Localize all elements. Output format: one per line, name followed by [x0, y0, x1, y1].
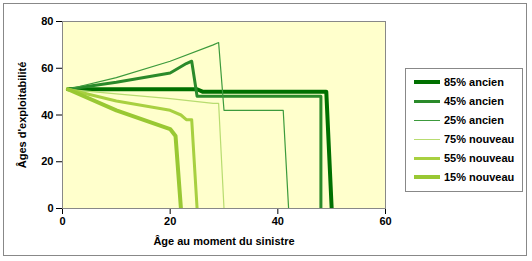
svg-text:80: 80 [41, 15, 53, 27]
svg-text:0: 0 [59, 215, 65, 227]
html-text:75% nouveau: 75% nouveau [444, 133, 515, 145]
svg-text:20: 20 [41, 155, 53, 167]
html-text:15% nouveau: 15% nouveau [444, 171, 515, 183]
html-text:45% ancien: 45% ancien [444, 95, 504, 107]
svg-text:Âges d'exploitabilité: Âges d'exploitabilité [16, 62, 28, 169]
svg-text:60: 60 [41, 62, 53, 74]
svg-text:40: 40 [41, 109, 53, 121]
html-text:55% nouveau: 55% nouveau [444, 152, 515, 164]
svg-text:20: 20 [164, 215, 176, 227]
svg-text:40: 40 [272, 215, 284, 227]
svg-text:60: 60 [379, 215, 391, 227]
svg-text:0: 0 [47, 202, 53, 214]
html-text:85% ancien: 85% ancien [444, 76, 504, 88]
svg-text:Âge au moment du sinistre: Âge au moment du sinistre [153, 235, 294, 247]
html-text:25% ancien: 25% ancien [444, 114, 504, 126]
